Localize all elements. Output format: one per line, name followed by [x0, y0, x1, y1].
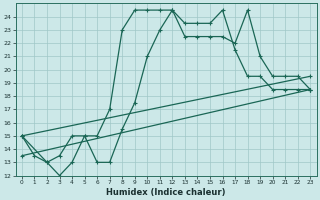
X-axis label: Humidex (Indice chaleur): Humidex (Indice chaleur): [106, 188, 226, 197]
